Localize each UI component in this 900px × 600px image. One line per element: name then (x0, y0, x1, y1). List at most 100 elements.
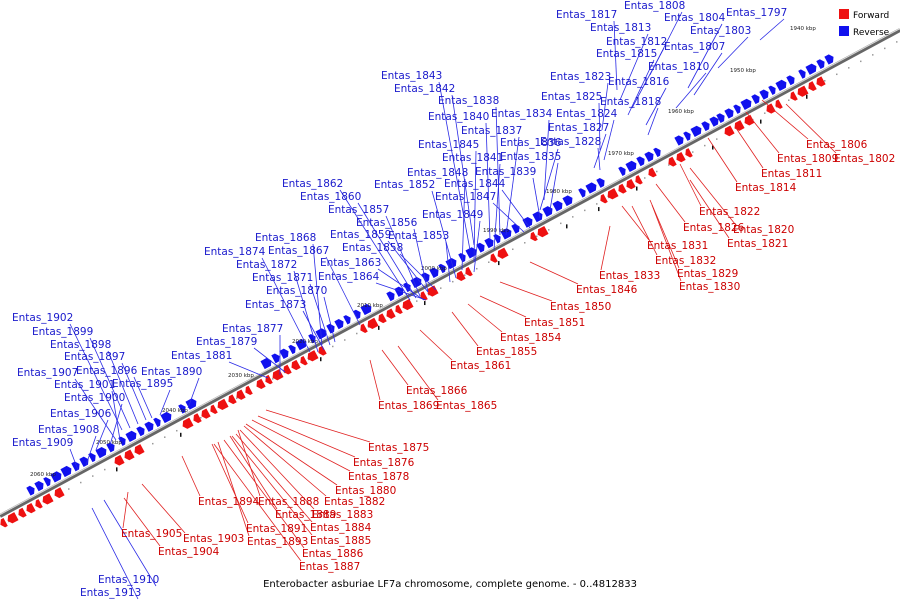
reverse-gene-label[interactable]: Entas_1853 (388, 230, 449, 242)
reverse-gene-label[interactable]: Entas_1803 (690, 25, 751, 37)
forward-gene-label[interactable]: Entas_1821 (727, 238, 788, 250)
reverse-gene-label[interactable]: Entas_1898 (50, 339, 111, 351)
reverse-gene-label[interactable]: Entas_1909 (12, 437, 73, 449)
reverse-gene-label[interactable]: Entas_1844 (444, 178, 506, 190)
reverse-gene-label[interactable]: Entas_1818 (600, 96, 661, 108)
forward-gene-label[interactable]: Entas_1820 (733, 224, 794, 236)
forward-gene-label[interactable]: Entas_1885 (310, 535, 371, 547)
reverse-gene-label[interactable]: Entas_1828 (540, 136, 601, 148)
forward-gene-label[interactable]: Entas_1865 (436, 400, 497, 412)
forward-gene-label[interactable]: Entas_1875 (368, 442, 429, 454)
reverse-gene-label[interactable]: Entas_1881 (171, 350, 232, 362)
forward-gene-label[interactable]: Entas_1889 (275, 509, 336, 521)
reverse-gene-label[interactable]: Entas_1856 (356, 217, 418, 229)
reverse-gene-label[interactable]: Entas_1823 (550, 71, 611, 83)
forward-gene-label[interactable]: Entas_1802 (834, 153, 895, 165)
forward-gene-label[interactable]: Entas_1850 (550, 301, 611, 313)
reverse-gene-label[interactable]: Entas_1840 (428, 111, 489, 123)
reverse-gene-label[interactable]: Entas_1813 (590, 22, 651, 34)
forward-gene-label[interactable]: Entas_1904 (158, 546, 220, 558)
reverse-gene-label[interactable]: Entas_1827 (548, 122, 609, 134)
reverse-gene-label[interactable]: Entas_1910 (98, 574, 159, 586)
reverse-gene-label[interactable]: Entas_1907 (17, 367, 78, 379)
reverse-gene-label[interactable]: Entas_1845 (418, 139, 479, 151)
forward-gene-label[interactable]: Entas_1806 (806, 139, 868, 151)
reverse-gene-label[interactable]: Entas_1864 (318, 271, 380, 283)
forward-gene-label[interactable]: Entas_1887 (299, 561, 360, 573)
reverse-gene-label[interactable]: Entas_1860 (300, 191, 361, 203)
forward-gene-label[interactable]: Entas_1832 (655, 255, 716, 267)
reverse-gene-label[interactable]: Entas_1842 (394, 83, 455, 95)
reverse-gene-label[interactable]: Entas_1810 (648, 61, 709, 73)
reverse-gene-label[interactable]: Entas_1824 (556, 108, 618, 120)
reverse-gene-label[interactable]: Entas_1859 (330, 229, 391, 241)
reverse-gene-label[interactable]: Entas_1863 (320, 257, 381, 269)
forward-gene-label[interactable]: Entas_1851 (524, 317, 585, 329)
forward-gene-label[interactable]: Entas_1883 (312, 509, 373, 521)
reverse-gene-label[interactable]: Entas_1900 (64, 392, 125, 404)
reverse-gene-label[interactable]: Entas_1852 (374, 179, 435, 191)
forward-gene-label[interactable]: Entas_1831 (647, 240, 708, 252)
reverse-gene-label[interactable]: Entas_1808 (624, 0, 685, 12)
reverse-gene-label[interactable]: Entas_1857 (328, 204, 389, 216)
forward-gene-label[interactable]: Entas_1903 (183, 533, 244, 545)
reverse-gene-label[interactable]: Entas_1896 (76, 365, 138, 377)
forward-gene-label[interactable]: Entas_1822 (699, 206, 760, 218)
reverse-gene-label[interactable]: Entas_1797 (726, 7, 787, 19)
reverse-gene-label[interactable]: Entas_1839 (475, 166, 536, 178)
reverse-gene-label[interactable]: Entas_1913 (80, 587, 141, 599)
forward-gene-label[interactable]: Entas_1833 (599, 270, 660, 282)
reverse-gene-label[interactable]: Entas_1835 (500, 151, 561, 163)
reverse-gene-label[interactable]: Entas_1871 (252, 272, 313, 284)
forward-gene-label[interactable]: Entas_1861 (450, 360, 511, 372)
reverse-gene-label[interactable]: Entas_1867 (268, 245, 329, 257)
reverse-gene-label[interactable]: Entas_1899 (32, 326, 93, 338)
reverse-gene-label[interactable]: Entas_1906 (50, 408, 112, 420)
forward-gene-label[interactable]: Entas_1888 (258, 496, 319, 508)
reverse-gene-label[interactable]: Entas_1837 (461, 125, 522, 137)
forward-gene-label[interactable]: Entas_1886 (302, 548, 364, 560)
forward-gene-label[interactable]: Entas_1882 (324, 496, 385, 508)
forward-gene-label[interactable]: Entas_1869 (378, 400, 439, 412)
forward-gene-label[interactable]: Entas_1893 (247, 536, 308, 548)
reverse-gene-label[interactable]: Entas_1877 (222, 323, 283, 335)
reverse-gene-label[interactable]: Entas_1902 (12, 312, 73, 324)
forward-gene-label[interactable]: Entas_1846 (576, 284, 638, 296)
reverse-gene-label[interactable]: Entas_1879 (196, 336, 257, 348)
reverse-gene-label[interactable]: Entas_1848 (407, 167, 468, 179)
forward-gene-label[interactable]: Entas_1880 (335, 485, 396, 497)
forward-gene-label[interactable]: Entas_1809 (777, 153, 838, 165)
forward-gene-label[interactable]: Entas_1811 (761, 168, 822, 180)
forward-gene-label[interactable]: Entas_1854 (500, 332, 562, 344)
reverse-gene-label[interactable]: Entas_1870 (266, 285, 327, 297)
reverse-gene-label[interactable]: Entas_1908 (38, 424, 99, 436)
forward-gene-label[interactable]: Entas_1829 (677, 268, 738, 280)
reverse-gene-label[interactable]: Entas_1873 (245, 299, 306, 311)
forward-gene-label[interactable]: Entas_1884 (310, 522, 372, 534)
reverse-gene-label[interactable]: Entas_1841 (442, 152, 503, 164)
reverse-gene-label[interactable]: Entas_1807 (664, 41, 725, 53)
reverse-gene-label[interactable]: Entas_1895 (112, 378, 173, 390)
reverse-gene-label[interactable]: Entas_1897 (64, 351, 125, 363)
reverse-gene-label[interactable]: Entas_1838 (438, 95, 499, 107)
reverse-gene-label[interactable]: Entas_1874 (204, 246, 266, 258)
reverse-gene-label[interactable]: Entas_1804 (664, 12, 726, 24)
reverse-gene-label[interactable]: Entas_1812 (606, 36, 667, 48)
forward-gene-label[interactable]: Entas_1876 (353, 457, 415, 469)
forward-gene-label[interactable]: Entas_1878 (348, 471, 409, 483)
forward-gene-label[interactable]: Entas_1866 (406, 385, 468, 397)
forward-gene-label[interactable]: Entas_1814 (735, 182, 797, 194)
forward-gene-label[interactable]: Entas_1891 (246, 523, 307, 535)
reverse-gene-label[interactable]: Entas_1868 (255, 232, 316, 244)
reverse-gene-label[interactable]: Entas_1849 (422, 209, 483, 221)
forward-gene-label[interactable]: Entas_1826 (683, 222, 745, 234)
forward-gene-label[interactable]: Entas_1855 (476, 346, 537, 358)
forward-gene-label[interactable]: Entas_1905 (121, 528, 182, 540)
reverse-gene-label[interactable]: Entas_1901 (54, 379, 115, 391)
reverse-gene-label[interactable]: Entas_1862 (282, 178, 343, 190)
forward-gene-label[interactable]: Entas_1830 (679, 281, 740, 293)
reverse-gene-label[interactable]: Entas_1834 (491, 108, 553, 120)
reverse-gene-label[interactable]: Entas_1836 (500, 137, 562, 149)
reverse-gene-label[interactable]: Entas_1847 (435, 191, 496, 203)
reverse-gene-label[interactable]: Entas_1858 (342, 242, 403, 254)
